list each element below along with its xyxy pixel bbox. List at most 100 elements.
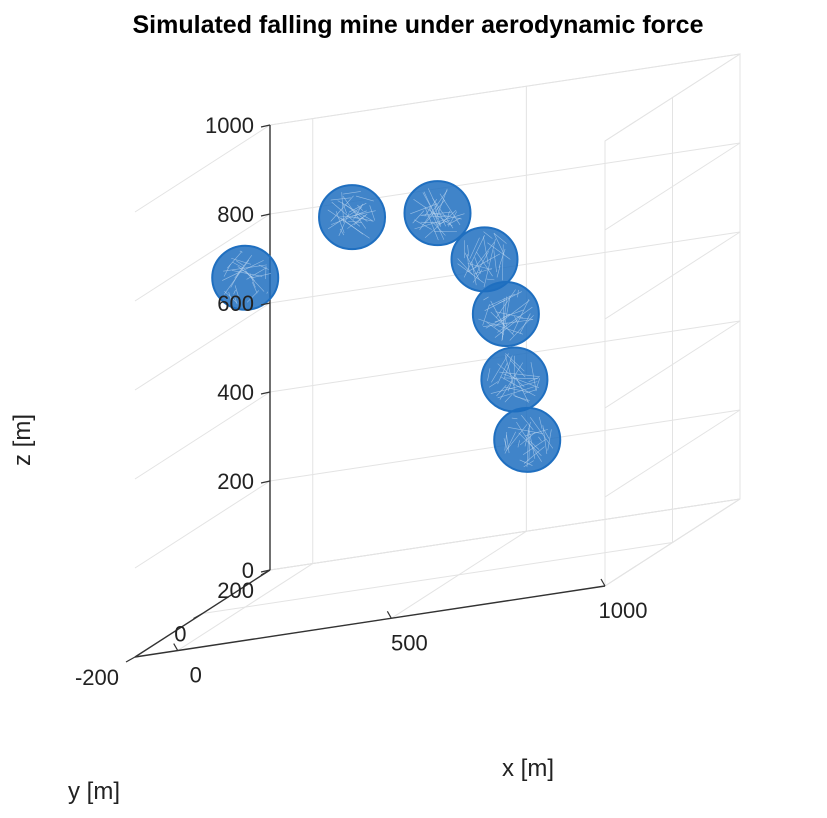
mine-mesh-line — [522, 438, 547, 455]
mine-mesh-line — [512, 299, 530, 334]
mine-mesh-line — [252, 282, 258, 294]
mine-mesh-line — [424, 210, 457, 239]
mine-mesh-line — [369, 205, 376, 221]
mine-mesh-line — [355, 195, 374, 202]
mine-mesh-line — [343, 191, 361, 195]
mine-body — [403, 180, 472, 247]
mine-marker — [318, 184, 387, 251]
mine-mesh-line — [542, 425, 548, 454]
mine-body — [211, 244, 280, 311]
mine-mesh-line — [493, 232, 505, 256]
mine-mesh-line — [516, 421, 542, 462]
mine-mesh-line — [528, 436, 531, 462]
mine-body — [493, 406, 562, 473]
mine-mesh-line — [503, 355, 513, 380]
mine-mesh-line — [474, 242, 495, 269]
mine-mesh-line — [331, 210, 367, 225]
mine-mesh-line — [457, 258, 474, 276]
mine-mesh-line — [335, 211, 345, 233]
z-axis-label: z [m] — [9, 414, 36, 466]
mine-mesh-line — [420, 221, 441, 224]
mine-mesh-line — [341, 192, 344, 223]
x-tick-label: 1000 — [599, 598, 648, 623]
mine-mesh-line — [414, 213, 465, 230]
mine-mesh-line — [420, 215, 449, 218]
mine-mesh-line — [471, 261, 477, 286]
z-grid-line-left — [134, 391, 271, 480]
mine-mesh-line — [488, 381, 499, 388]
mine-mesh-line — [235, 260, 245, 266]
mine-mesh-line — [228, 291, 232, 301]
mine-mesh-line — [507, 380, 513, 392]
mine-mesh-line — [486, 321, 505, 335]
mine-mesh-line — [431, 212, 462, 220]
mine-mesh-line — [246, 267, 267, 280]
z-tick-mark — [260, 391, 271, 395]
mine-mesh-line — [504, 431, 517, 454]
mine-mesh-line — [507, 427, 544, 434]
mine-mesh-line — [432, 221, 446, 236]
mine-mesh-line — [413, 198, 453, 227]
z-tick-mark — [260, 480, 271, 484]
mine-mesh-line — [457, 263, 484, 284]
mine-mesh-line — [502, 244, 504, 281]
mine-mesh-line — [502, 309, 524, 318]
mine-mesh-line — [528, 427, 536, 459]
mine-mesh-line — [499, 362, 524, 400]
mine-mesh-line — [497, 386, 535, 399]
mine-mesh-line — [503, 373, 540, 388]
mark-layer — [211, 180, 562, 473]
mine-mesh-line — [327, 206, 363, 230]
mine-mesh-line — [258, 264, 269, 270]
mine-mesh-line — [223, 264, 267, 272]
mine-mesh-line — [493, 233, 507, 244]
mine-mesh-line — [412, 210, 425, 224]
mine-marker — [450, 226, 519, 293]
z-tick-mark — [260, 213, 271, 217]
mine-mesh-line — [498, 248, 506, 268]
mine-marker — [493, 406, 562, 473]
mine-mesh-line — [447, 211, 458, 227]
y-tick-label: 200 — [217, 578, 254, 603]
mine-mesh-line — [339, 216, 351, 218]
mine-mesh-line — [474, 257, 482, 274]
mine-mesh-line — [245, 270, 255, 282]
mine-mesh-line — [542, 428, 550, 439]
mine-mesh-line — [524, 421, 531, 447]
mine-mesh-line — [233, 289, 236, 295]
z-tick-mark — [260, 302, 271, 306]
mine-mesh-line — [538, 436, 542, 442]
y-tick-label: 0 — [174, 622, 186, 647]
mine-mesh-line — [517, 440, 520, 448]
x-tick-label: 0 — [190, 663, 202, 688]
mine-mesh-line — [428, 206, 445, 240]
mine-mesh-line — [447, 210, 450, 217]
mine-mesh-line — [504, 393, 513, 403]
mine-mesh-line — [234, 255, 253, 279]
mine-mesh-line — [519, 313, 531, 334]
grid-layer — [134, 53, 741, 658]
mine-mesh-line — [487, 242, 511, 260]
mine-mesh-line — [337, 200, 373, 222]
z-grid-line-left — [134, 480, 271, 569]
z-grid-line-left — [134, 124, 271, 213]
mine-mesh-line — [266, 291, 268, 294]
z-grid-line-left — [134, 213, 271, 302]
mine-mesh-line — [239, 250, 243, 253]
mine-mesh-line — [483, 231, 493, 239]
y-tick-mark — [260, 569, 271, 576]
mine-marker — [471, 281, 540, 348]
mine-mesh-line — [345, 204, 368, 222]
mine-mesh-line — [486, 278, 495, 281]
mine-mesh-line — [530, 362, 537, 392]
chart-title: Simulated falling mine under aerodynamic… — [133, 11, 704, 39]
mine-mesh-line — [501, 296, 508, 341]
mine-mesh-line — [547, 429, 552, 451]
mine-mesh-line — [497, 363, 525, 387]
mine-mesh-line — [494, 300, 530, 328]
mine-mesh-line — [523, 446, 545, 464]
mine-mesh-line — [491, 353, 509, 383]
mine-mesh-line — [230, 270, 241, 288]
mine-mesh-line — [538, 416, 543, 429]
